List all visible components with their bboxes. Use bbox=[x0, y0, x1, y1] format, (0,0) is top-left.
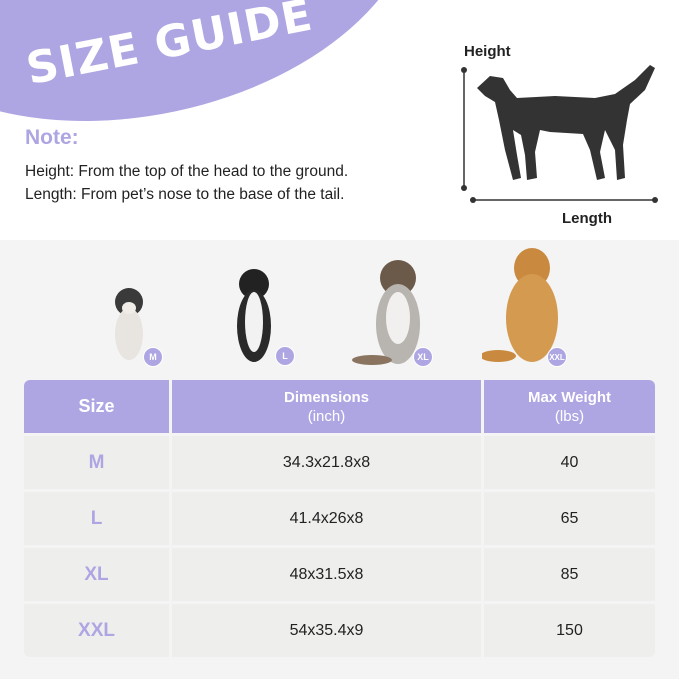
header-weight-line2: (lbs) bbox=[554, 407, 585, 425]
header-dimensions-line2: (inch) bbox=[307, 407, 346, 425]
note-height: Height: From the top of the head to the … bbox=[25, 163, 349, 180]
size-badge-m: M bbox=[143, 347, 163, 367]
height-label: Height bbox=[464, 43, 511, 60]
table-row: L 41.4x26x8 65 bbox=[24, 492, 655, 545]
header-dimensions: Dimensions (inch) bbox=[172, 380, 481, 433]
dog-xxlarge-image bbox=[482, 248, 558, 362]
dog-medium-image bbox=[115, 288, 143, 360]
header-size: Size bbox=[24, 380, 169, 433]
header-dimensions-line1: Dimensions bbox=[283, 388, 370, 406]
size-table: Size Dimensions (inch) Max Weight (lbs) M … bbox=[24, 380, 655, 660]
dimensions-cell: 41.4x26x8 bbox=[172, 492, 481, 545]
size-cell: XXL bbox=[24, 604, 169, 657]
size-badge-xxl: XXL bbox=[547, 347, 567, 367]
weight-cell: 40 bbox=[484, 436, 655, 489]
note-heading: Note: bbox=[25, 126, 79, 149]
size-badge-xl: XL bbox=[413, 347, 433, 367]
dimensions-cell: 48x31.5x8 bbox=[172, 548, 481, 601]
size-badge-l: L bbox=[275, 346, 295, 366]
dog-large-image bbox=[237, 269, 271, 362]
note-length: Length: From pet’s nose to the base of t… bbox=[25, 186, 345, 203]
size-cell: L bbox=[24, 492, 169, 545]
size-cell: M bbox=[24, 436, 169, 489]
length-label: Length bbox=[562, 210, 612, 227]
dog-xlarge-image bbox=[352, 260, 420, 365]
weight-cell: 65 bbox=[484, 492, 655, 545]
weight-cell: 150 bbox=[484, 604, 655, 657]
table-row: XL 48x31.5x8 85 bbox=[24, 548, 655, 601]
dimensions-cell: 34.3x21.8x8 bbox=[172, 436, 481, 489]
header-weight-line1: Max Weight bbox=[527, 388, 612, 406]
table-row: XXL 54x35.4x9 150 bbox=[24, 604, 655, 657]
header-max-weight: Max Weight (lbs) bbox=[484, 380, 655, 433]
size-cell: XL bbox=[24, 548, 169, 601]
weight-cell: 85 bbox=[484, 548, 655, 601]
dimensions-cell: 54x35.4x9 bbox=[172, 604, 481, 657]
table-header-row: Size Dimensions (inch) Max Weight (lbs) bbox=[24, 380, 655, 433]
dog-silhouette-icon bbox=[461, 65, 658, 203]
table-row: M 34.3x21.8x8 40 bbox=[24, 436, 655, 489]
